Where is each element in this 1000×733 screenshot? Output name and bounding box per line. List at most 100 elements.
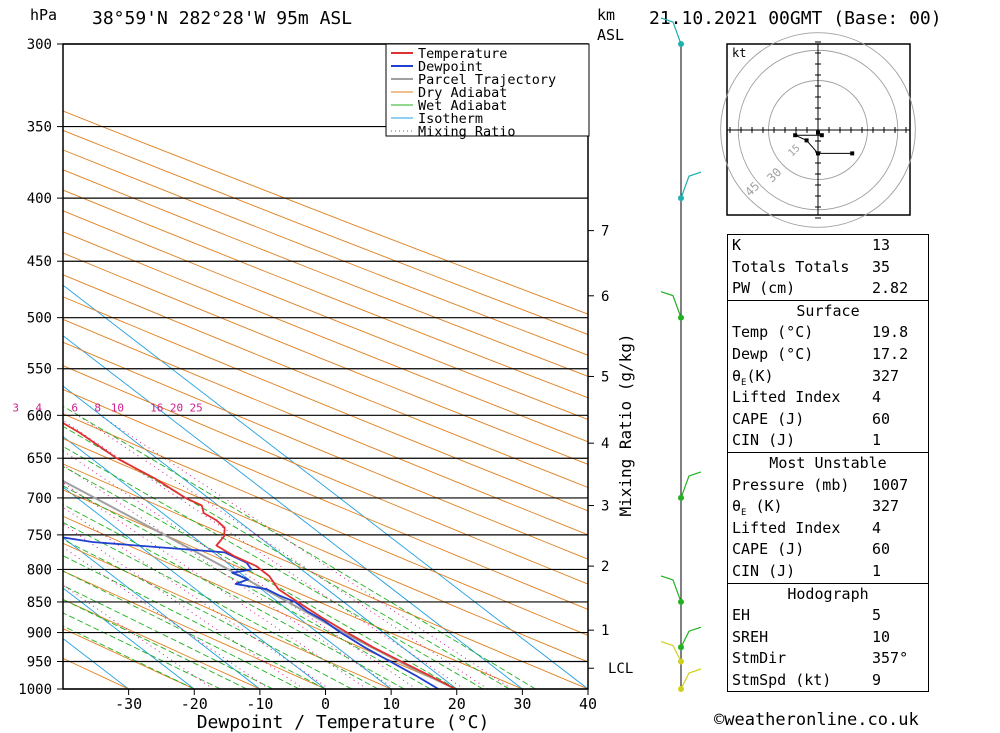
- mu-theta-value: 327: [872, 497, 900, 516]
- datetime-label: 21.10.2021 00GMT (Base: 00): [649, 8, 942, 29]
- wind-barb: [680, 668, 702, 690]
- stmspd-value: 9: [872, 670, 882, 689]
- legend-parcel: Parcel Trajectory: [418, 72, 556, 88]
- dry-adiabat-line: [63, 110, 588, 315]
- location-label: 38°59'N 282°28'W 95m ASL: [92, 8, 353, 29]
- wind-barb: [660, 291, 682, 318]
- theta-e-symbol: θE: [732, 366, 747, 388]
- mu-li-value: 4: [872, 518, 882, 537]
- dry-adiabat-line: [63, 388, 588, 610]
- pw-label: PW (cm): [732, 279, 796, 298]
- stmdir-row: StmDir 357°: [728, 648, 928, 670]
- wind-barb: [680, 171, 702, 199]
- mixing-ratio-label: 8: [94, 401, 101, 414]
- km-tick-label: 6: [601, 289, 609, 305]
- legend-wet-adiabat: Wet Adiabat: [418, 98, 507, 114]
- mu-pressure-row: Pressure (mb) 1007: [728, 475, 928, 497]
- sreh-label: SREH: [732, 627, 769, 646]
- mu-theta-label: (K): [746, 497, 783, 516]
- isotherm-line: [63, 284, 588, 689]
- mixing-ratio-line: [63, 506, 330, 689]
- theta-e-symbol: θE: [732, 497, 747, 519]
- pressure-unit-label: hPa: [30, 6, 58, 24]
- legend: Temperature Dewpoint Parcel Trajectory D…: [385, 43, 590, 140]
- eh-value: 5: [872, 606, 882, 625]
- sreh-value: 10: [872, 627, 891, 646]
- pressure-tick-label: 800: [27, 562, 52, 578]
- x-tick-label: 10: [382, 695, 400, 713]
- mu-theta-row: θE (K) 327: [728, 496, 928, 518]
- hodograph-point: [850, 151, 855, 156]
- stmdir-label: StmDir: [732, 649, 787, 668]
- most-unstable-title: Most Unstable: [728, 451, 928, 475]
- mu-li-row: Lifted Index 4: [728, 518, 928, 540]
- mixing-ratio-line: [63, 482, 368, 689]
- dry-adiabat-line: [63, 149, 588, 356]
- x-tick-label: 0: [321, 695, 330, 713]
- wet-adiabat-line: [63, 570, 300, 689]
- totals-totals-label: Totals Totals: [732, 257, 850, 276]
- pressure-tick-label: 900: [27, 626, 52, 642]
- wind-barb: [680, 471, 702, 499]
- surface-dewp-row: Dewp (°C) 17.2: [728, 344, 928, 366]
- pw-value: 2.82: [872, 279, 909, 298]
- legend-temperature: Temperature: [418, 46, 507, 62]
- dry-adiabat-line: [63, 169, 588, 377]
- wet-adiabat-line: [63, 504, 405, 689]
- hodograph-point: [804, 138, 809, 143]
- x-tick-label: -20: [181, 695, 208, 713]
- km-tick-label: 5: [601, 369, 609, 385]
- mixing-ratio-label: 16: [150, 401, 163, 414]
- dry-adiabat-line: [63, 598, 261, 689]
- dry-adiabat-line: [63, 515, 457, 689]
- indices-table: K 13 Totals Totals 35 PW (cm) 2.82 Surface …: [727, 234, 929, 693]
- mixing-ratio-line: [63, 523, 305, 689]
- mu-cin-value: 1: [872, 561, 882, 580]
- km-tick-label: 1: [601, 623, 609, 639]
- surface-theta-row: θE(K) 327: [728, 366, 928, 388]
- mu-cape-row: CAPE (J) 60: [728, 539, 928, 561]
- mixing-ratio-label: 6: [71, 401, 78, 414]
- wind-profile: [660, 17, 702, 692]
- isotherm-line: [63, 335, 523, 689]
- dry-adiabat-line: [63, 210, 588, 421]
- stmdir-value: 357°: [872, 649, 909, 668]
- km-axis: 7 6 5 4 3 2 1 LCL: [588, 224, 633, 677]
- k-index-row: K 13: [728, 235, 928, 257]
- pressure-tick-label: 300: [27, 37, 52, 53]
- dewpoint-curve: [63, 536, 439, 689]
- totals-totals-value: 35: [872, 257, 891, 276]
- stmspd-row: StmSpd (kt) 9: [728, 670, 928, 692]
- surface-cape-label: CAPE (J): [732, 409, 805, 428]
- surface-title: Surface: [728, 299, 928, 323]
- km-tick-label: 2: [601, 559, 609, 575]
- pw-row: PW (cm) 2.82: [728, 278, 928, 300]
- surface-cin-row: CIN (J) 1: [728, 430, 928, 452]
- surface-li-label: Lifted Index: [732, 388, 841, 407]
- mixing-ratio-line: [63, 546, 270, 689]
- isotherm-line: [63, 536, 261, 689]
- wind-barb: [680, 626, 702, 648]
- isotherm-line: [63, 385, 458, 689]
- surface-cape-row: CAPE (J) 60: [728, 409, 928, 431]
- surface-cape-value: 60: [872, 409, 891, 428]
- mixing-ratio-label: 4: [35, 401, 42, 414]
- km-tick-label: 7: [601, 224, 609, 240]
- pressure-tick-label: 350: [27, 120, 52, 136]
- wet-adiabat-line: [63, 522, 379, 689]
- surface-temp-value: 19.8: [872, 323, 909, 342]
- pressure-tick-label: 650: [27, 451, 52, 467]
- x-tick-label: -30: [115, 695, 142, 713]
- pressure-tick-label: 950: [27, 655, 52, 671]
- hodograph-point: [793, 133, 798, 138]
- dry-adiabat-line: [63, 489, 523, 689]
- km-tick-label: LCL: [608, 661, 633, 677]
- pressure-tick-label: 450: [27, 254, 52, 270]
- mu-li-label: Lifted Index: [732, 518, 841, 537]
- x-axis-title: Dewpoint / Temperature (°C): [197, 712, 490, 733]
- sounding-curves: [63, 421, 456, 689]
- surface-temp-row: Temp (°C) 19.8: [728, 322, 928, 344]
- mixing-ratio-line: [99, 414, 512, 689]
